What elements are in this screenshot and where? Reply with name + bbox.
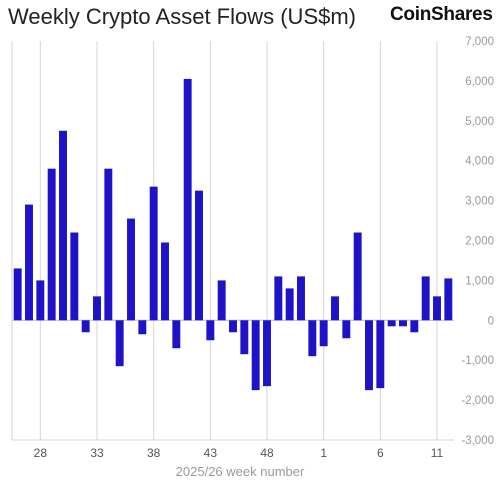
bar-week-12 [138, 320, 147, 335]
bar-week-26 [297, 276, 305, 321]
bar-week-11 [127, 218, 135, 321]
y-tick-label: 2,000 [465, 236, 494, 248]
x-tick-label: 48 [260, 446, 274, 460]
x-tick-label: 11 [431, 446, 444, 460]
y-tick-label: 6,000 [465, 76, 494, 88]
bar-week-17 [195, 190, 203, 321]
bar-week-25 [285, 288, 294, 321]
bar-week-27 [308, 320, 317, 357]
x-tick-label: 28 [34, 446, 48, 460]
bar-week-13 [149, 186, 158, 321]
bar-week-19 [217, 280, 226, 321]
x-tick-label: 1 [320, 446, 327, 460]
y-tick-label: -1,000 [461, 355, 494, 367]
bar-week-20 [229, 320, 237, 333]
bar-week-15 [172, 320, 181, 349]
y-tick-label: 3,000 [465, 196, 494, 208]
bar-week-9 [104, 168, 113, 321]
bar-week-1 [13, 268, 22, 321]
bar-week-7 [81, 320, 90, 333]
bar-week-22 [251, 320, 260, 391]
y-tick-label: -3,000 [461, 435, 494, 447]
bar-week-23 [263, 320, 271, 387]
bar-week-24 [274, 276, 283, 321]
bar-week-28 [319, 320, 328, 347]
y-tick-label: 4,000 [465, 156, 494, 168]
bar-week-34 [387, 320, 396, 327]
bar-week-5 [59, 130, 67, 321]
bar-week-21 [240, 320, 249, 355]
y-axis-ticks: 7,000 6,000 5,000 4,000 3,000 2,000 1,000 0 -1,0… [461, 36, 494, 447]
x-tick-label: 43 [204, 446, 218, 460]
bar-week-35 [399, 320, 407, 327]
bar-week-8 [93, 296, 101, 321]
chart-bars [13, 78, 453, 391]
x-axis-ticks: 28 33 38 43 48 1 6 11 [34, 446, 444, 460]
bar-week-6 [70, 232, 79, 321]
bar-week-16 [183, 78, 192, 321]
bar-week-33 [376, 320, 385, 389]
bar-week-29 [331, 296, 339, 321]
y-tick-label: 0 [488, 315, 494, 327]
x-tick-label: 33 [90, 446, 104, 460]
x-tick-label: 38 [147, 446, 161, 460]
bar-week-32 [365, 320, 373, 391]
brand-logo: CoinShares [390, 4, 493, 25]
bar-week-36 [410, 320, 419, 333]
bar-week-10 [115, 320, 124, 367]
bar-week-18 [206, 320, 215, 341]
chart-gridlines [11, 41, 454, 441]
bar-week-31 [353, 232, 362, 321]
bar-week-37 [421, 276, 430, 321]
chart-title: Weekly Crypto Asset Flows (US$m) [8, 4, 357, 29]
bar-week-14 [161, 242, 169, 321]
bar-week-38 [433, 296, 441, 321]
y-tick-label: 1,000 [465, 275, 494, 287]
bar-week-39 [444, 278, 453, 321]
bar-week-3 [36, 280, 45, 321]
y-tick-label: 7,000 [465, 36, 494, 48]
bar-week-2 [25, 204, 33, 321]
bar-week-30 [342, 320, 351, 339]
y-tick-label: 5,000 [465, 116, 494, 128]
bar-week-4 [47, 168, 56, 321]
x-tick-label: 6 [377, 446, 384, 460]
x-axis-label: 2025/26 week number [176, 464, 305, 479]
y-tick-label: -2,000 [461, 395, 494, 407]
